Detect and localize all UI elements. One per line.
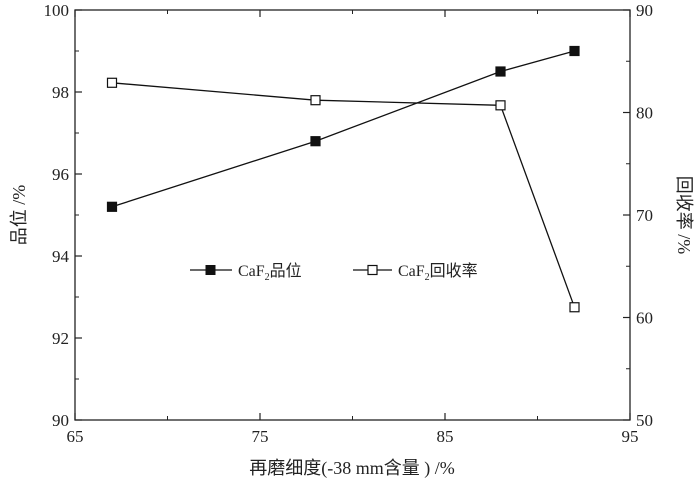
x-tick-label: 95	[622, 427, 639, 446]
legend-marker-grade	[205, 265, 216, 275]
data-point-grade	[106, 201, 118, 212]
data-point-recovery	[569, 302, 580, 313]
legend: CaF2品位 CaF2回收率	[190, 262, 478, 283]
data-point-grade	[310, 136, 321, 147]
legend-recovery-suffix: 回收率	[430, 262, 478, 280]
x-tick-label: 85	[437, 427, 454, 446]
data-point-recovery	[495, 100, 506, 111]
legend-grade-main: CaF	[238, 263, 265, 280]
right-axis-title: 回收率 /%	[674, 176, 694, 255]
data-point-recovery	[106, 77, 118, 88]
series-line-recovery	[111, 82, 576, 308]
data-point-grade	[495, 66, 506, 77]
right-tick-label: 90	[636, 1, 653, 20]
data-point-grade	[569, 45, 580, 57]
series-line-grade	[111, 50, 575, 208]
plot-frame	[74, 9, 631, 421]
right-tick-label: 80	[636, 104, 653, 123]
legend-marker-recovery	[367, 264, 378, 276]
legend-label-grade: CaF2品位	[238, 262, 302, 283]
ticks-group: 65 75 85 95 90 92 94 96 98 100 50 60 70 80 90	[44, 1, 654, 446]
x-axis-title: 再磨细度(-38 mm含量 ) /%	[249, 458, 454, 479]
left-tick-label: 96	[52, 165, 69, 184]
right-tick-label: 60	[636, 309, 653, 328]
data-point-recovery	[310, 95, 321, 106]
legend-recovery-sub: 2	[425, 272, 430, 283]
legend-label-recovery: CaF2回收率	[398, 262, 478, 283]
left-tick-label: 94	[52, 247, 70, 266]
left-tick-label: 92	[52, 329, 69, 348]
x-tick-label: 75	[252, 427, 269, 446]
legend-grade-suffix: 品位	[270, 262, 302, 280]
x-tick-label: 65	[67, 427, 84, 446]
left-tick-label: 98	[52, 83, 69, 102]
left-tick-label: 100	[44, 1, 70, 20]
legend-recovery-main: CaF	[398, 263, 425, 280]
series-group	[106, 45, 580, 313]
right-tick-label: 50	[636, 411, 653, 430]
legend-grade-sub: 2	[265, 272, 270, 283]
left-axis-title: 品位 /%	[9, 185, 29, 246]
right-tick-label: 70	[636, 206, 653, 225]
left-tick-label: 90	[52, 411, 69, 430]
